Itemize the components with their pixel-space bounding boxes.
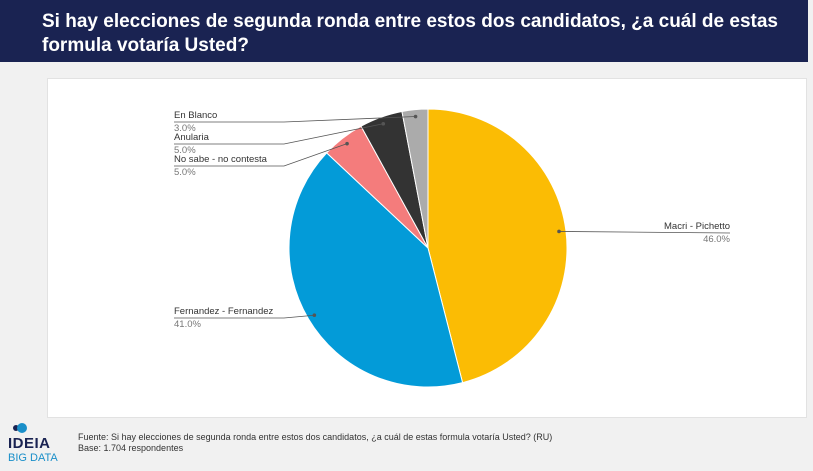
leader-line xyxy=(174,116,416,123)
logo-subtitle: BIG DATA xyxy=(8,452,58,464)
slice-value-label: 5.0% xyxy=(174,167,196,178)
pie-slice xyxy=(401,108,429,249)
pie-slice xyxy=(288,152,464,388)
slice-label: Macri - Pichetto xyxy=(664,221,730,232)
footer: Fuente: Si hay elecciones de segunda ron… xyxy=(78,432,778,454)
logo-dot-icon xyxy=(13,425,19,431)
page-title: Si hay elecciones de segunda ronda entre… xyxy=(0,0,808,62)
leader-line xyxy=(559,231,731,234)
logo-name: IDEIA xyxy=(8,435,51,452)
slice-label: En Blanco xyxy=(174,110,217,121)
chart-card: Macri - Pichetto 46.0% Fernandez - Fernand… xyxy=(47,78,807,418)
leader-line xyxy=(174,123,384,145)
pie-slice xyxy=(427,108,568,384)
slice-value-label: 41.0% xyxy=(174,319,201,330)
footer-source: Fuente: Si hay elecciones de segunda ron… xyxy=(78,432,553,442)
leader-line xyxy=(174,143,348,167)
footer-base: Base: 1.704 respondentes xyxy=(78,443,184,453)
slice-label: Fernandez - Fernandez xyxy=(174,306,274,317)
slice-value-label: 5.0% xyxy=(174,145,196,156)
leader-dot xyxy=(312,313,317,318)
ideia-logo: IDEIA BIG DATA xyxy=(8,420,68,470)
slice-value-label: 46.0% xyxy=(703,234,730,245)
leader-line xyxy=(174,314,315,319)
pie-chart: Macri - Pichetto 46.0% Fernandez - Fernand… xyxy=(174,108,731,388)
logo-dot-icon xyxy=(17,423,27,433)
slice-label: Anularia xyxy=(174,132,210,143)
slice-label: No sabe - no contesta xyxy=(174,154,268,165)
slice-value-label: 3.0% xyxy=(174,123,196,134)
